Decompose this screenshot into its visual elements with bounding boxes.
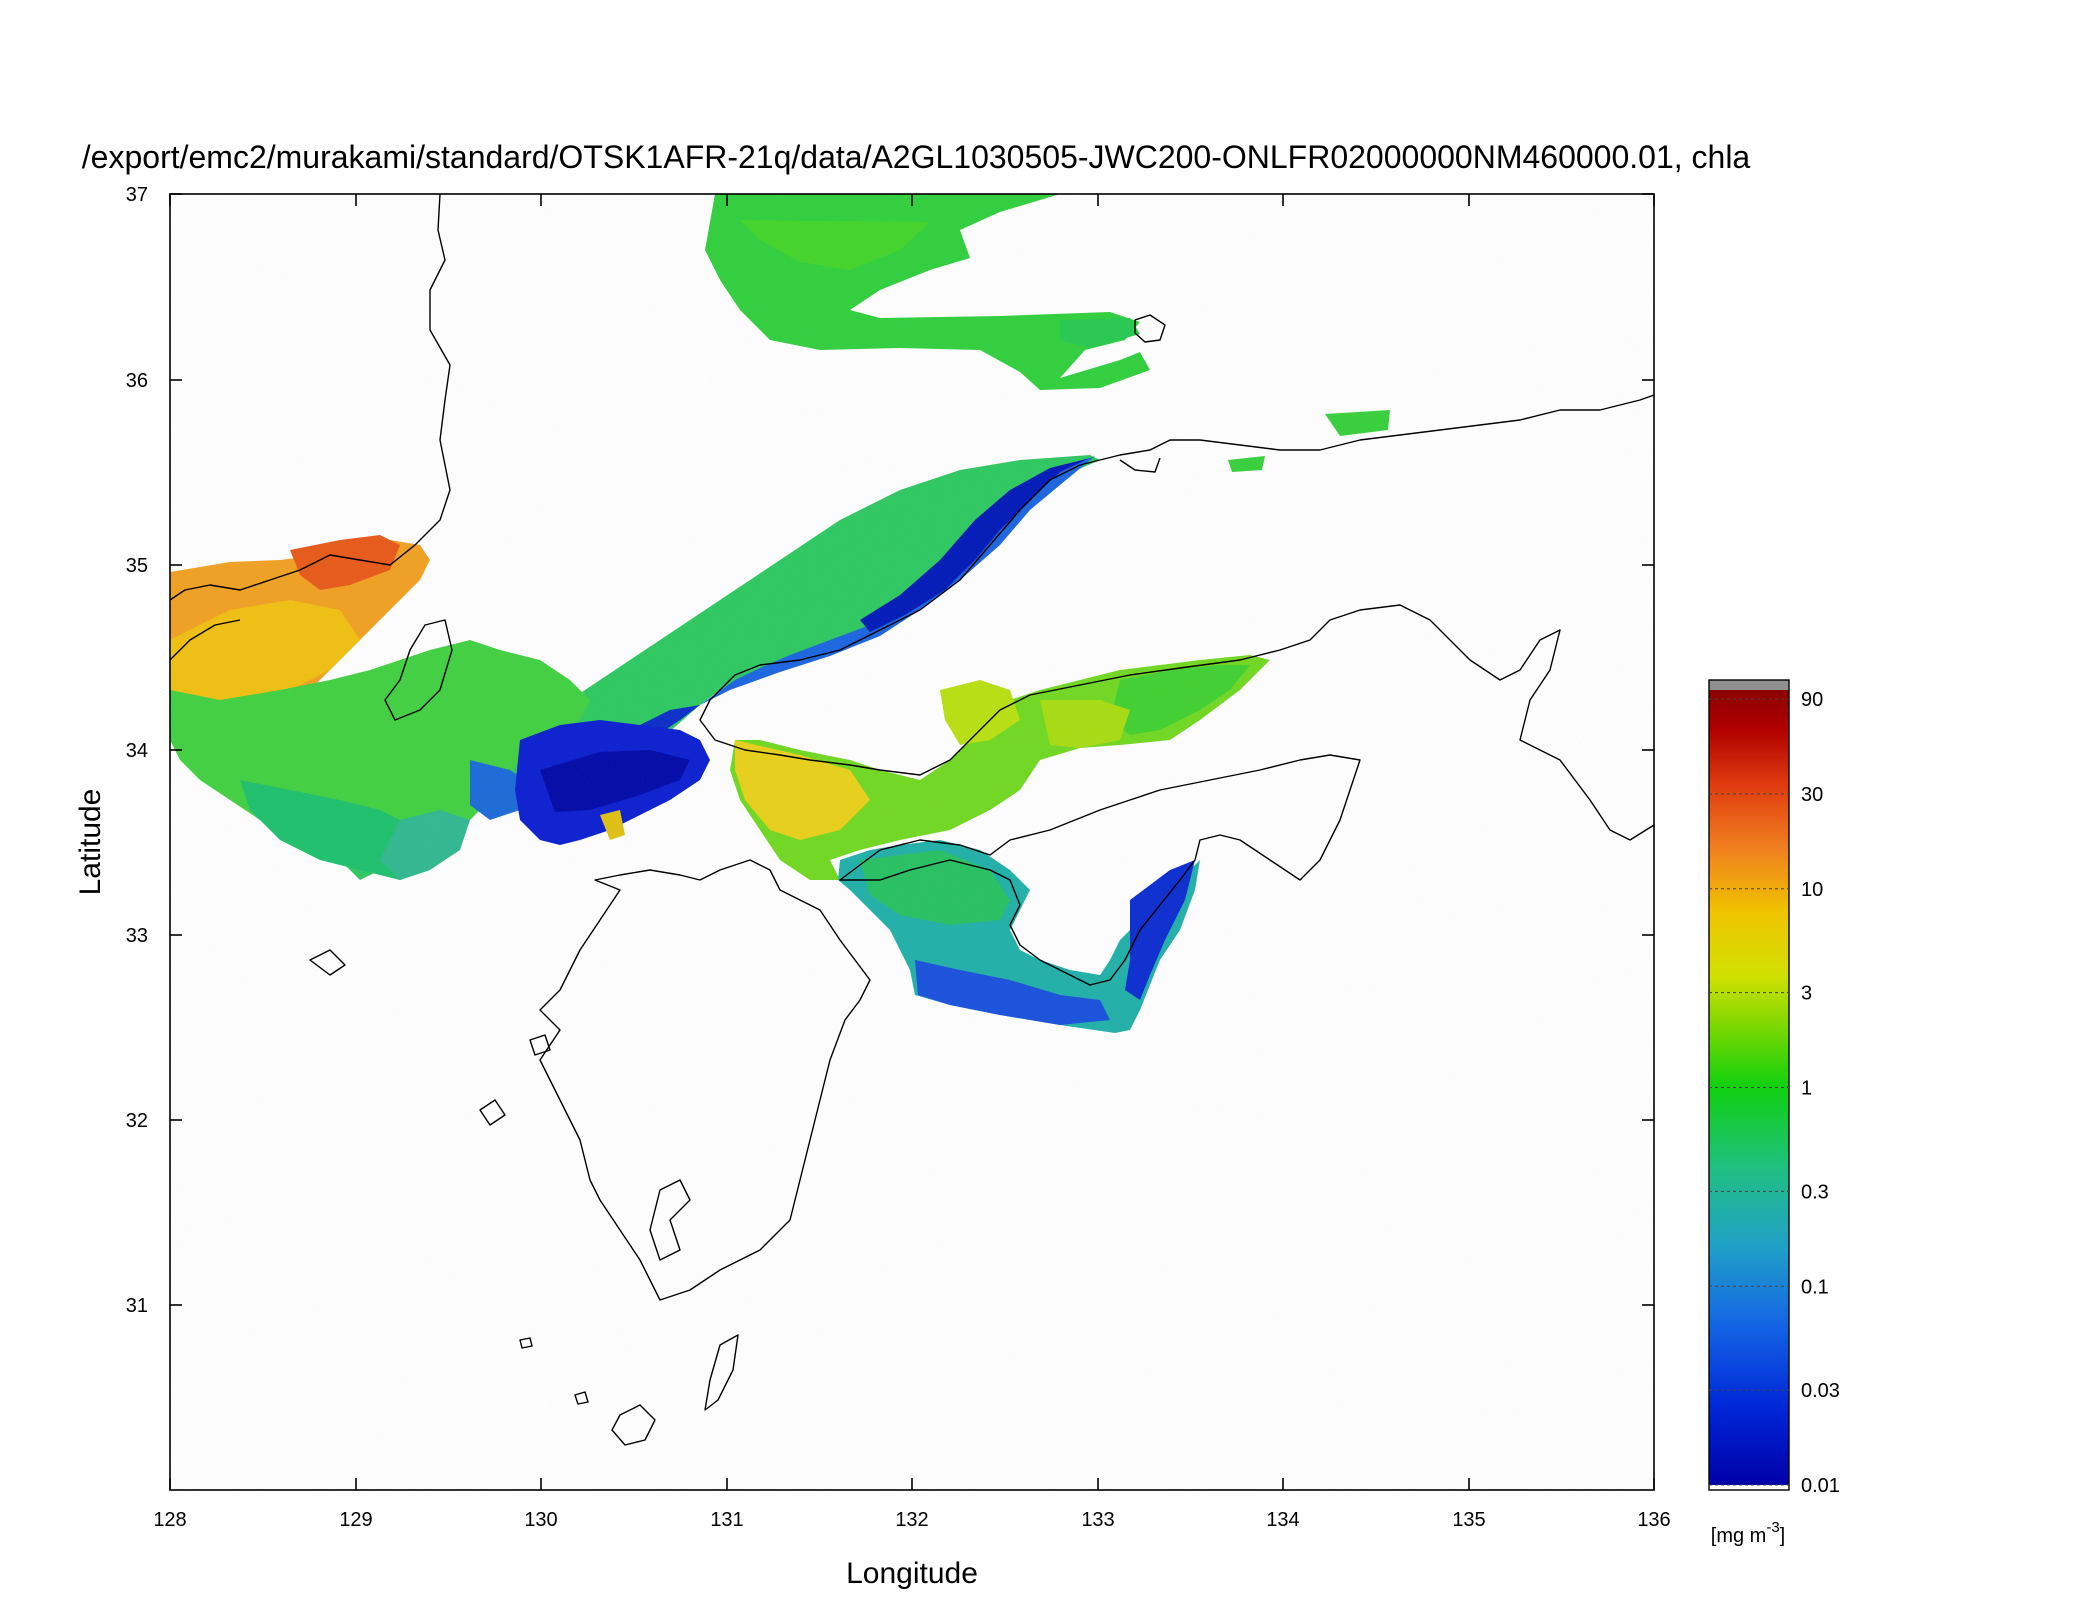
y-tick-label: 34 bbox=[126, 740, 148, 762]
y-tick: 32 bbox=[126, 1110, 1654, 1132]
colorbar-tick-label: 10 bbox=[1801, 879, 1823, 901]
colorbar-tick-label: 90 bbox=[1801, 689, 1823, 711]
x-tick-label: 129 bbox=[339, 1509, 372, 1531]
x-tick: 136 bbox=[1637, 194, 1671, 1531]
x-tick: 132 bbox=[895, 194, 929, 1531]
colorbar-tick-label: 0.3 bbox=[1801, 1181, 1829, 1203]
x-tick-label: 134 bbox=[1266, 1509, 1299, 1531]
y-tick: 35 bbox=[126, 555, 1654, 577]
x-tick: 134 bbox=[1266, 194, 1300, 1531]
colorbar-unit-text: [mg m bbox=[1711, 1525, 1767, 1547]
x-tick-label: 135 bbox=[1452, 1509, 1485, 1531]
x-tick-label: 130 bbox=[524, 1509, 557, 1531]
y-tick-label: 31 bbox=[126, 1295, 148, 1317]
y-tick-label: 37 bbox=[126, 184, 148, 206]
colorbar-tick-label: 0.03 bbox=[1801, 1380, 1840, 1402]
x-tick-label: 128 bbox=[153, 1509, 186, 1531]
x-tick-label: 133 bbox=[1081, 1509, 1114, 1531]
y-tick-label: 32 bbox=[126, 1110, 148, 1132]
colorbar-unit-exponent: -3 bbox=[1766, 1519, 1779, 1536]
colorbar-tick-label: 30 bbox=[1801, 784, 1823, 806]
colorbar-cap bbox=[1709, 680, 1789, 690]
y-axis: 31 32 33 34 35 36 37 Latitude bbox=[74, 184, 1654, 1317]
x-axis: 128 129 130 131 132 133 134 135 bbox=[153, 194, 1671, 1590]
x-tick: 131 bbox=[710, 194, 744, 1531]
y-tick-label: 33 bbox=[126, 925, 148, 947]
y-axis-label: Latitude bbox=[74, 789, 107, 896]
map-title: /export/emc2/murakami/standard/OTSK1AFR-… bbox=[82, 139, 1751, 175]
coastlines bbox=[170, 194, 1654, 1446]
x-tick: 128 bbox=[153, 194, 187, 1531]
x-axis-label: Longitude bbox=[846, 1557, 978, 1590]
colorbar-tick-label: 3 bbox=[1801, 983, 1812, 1005]
x-tick: 130 bbox=[524, 194, 558, 1531]
y-tick-label: 36 bbox=[126, 370, 148, 392]
colorbar: 0.01 0.03 0.1 0.3 1 3 10 30 90 [mg m-3] bbox=[1708, 679, 1840, 1547]
y-tick: 37 bbox=[126, 184, 1654, 206]
colorbar-tick-label: 0.1 bbox=[1801, 1276, 1829, 1298]
x-tick: 133 bbox=[1081, 194, 1115, 1531]
y-tick: 33 bbox=[126, 925, 1654, 947]
x-tick: 135 bbox=[1452, 194, 1486, 1531]
colorbar-tick-label: 1 bbox=[1801, 1078, 1812, 1100]
colorbar-unit: [mg m-3] bbox=[1711, 1519, 1785, 1547]
x-tick-label: 131 bbox=[710, 1509, 743, 1531]
y-tick: 36 bbox=[126, 370, 1654, 392]
y-tick: 34 bbox=[126, 740, 1654, 762]
colorbar-unit-close: ] bbox=[1780, 1525, 1786, 1547]
colorbar-ticks: 0.01 0.03 0.1 0.3 1 3 10 30 90 bbox=[1709, 689, 1840, 1497]
y-tick-label: 35 bbox=[126, 555, 148, 577]
y-tick: 31 bbox=[126, 1295, 1654, 1317]
x-tick-label: 136 bbox=[1637, 1509, 1670, 1531]
colorbar-tick-label: 0.01 bbox=[1801, 1475, 1840, 1497]
x-tick: 129 bbox=[339, 194, 373, 1531]
colorbar-frame bbox=[1708, 679, 1790, 1491]
x-tick-label: 132 bbox=[895, 1509, 928, 1531]
